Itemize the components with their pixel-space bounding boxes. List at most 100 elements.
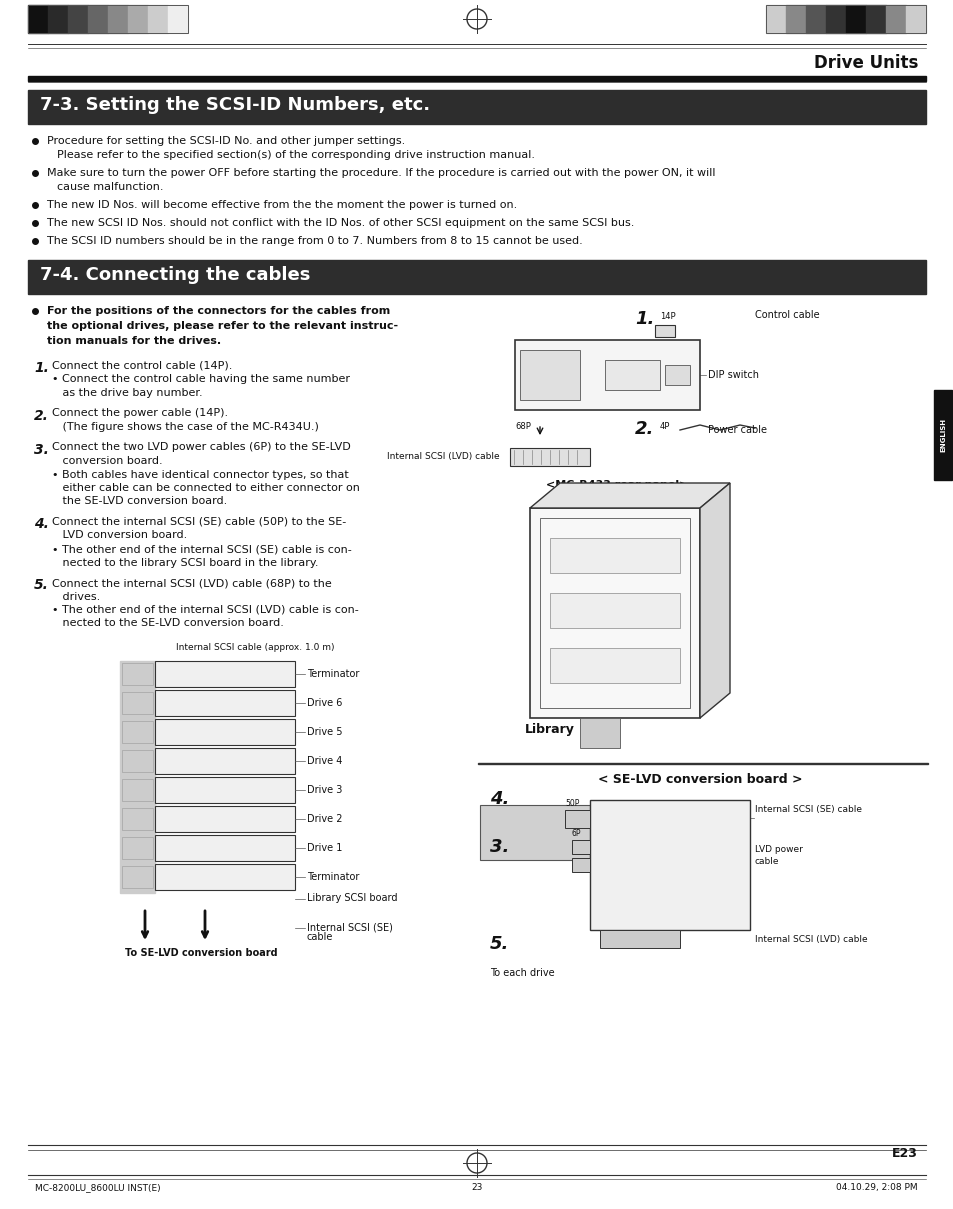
Bar xyxy=(539,517,689,708)
Text: 1.: 1. xyxy=(635,310,654,328)
Bar xyxy=(519,349,579,400)
Bar xyxy=(550,538,679,573)
Text: Drive 3: Drive 3 xyxy=(307,785,342,796)
Bar xyxy=(885,5,905,33)
Text: For the positions of the connectors for the cables from: For the positions of the connectors for … xyxy=(47,306,390,316)
Text: < SE-LVD conversion board >: < SE-LVD conversion board > xyxy=(598,773,801,786)
Bar xyxy=(664,365,689,384)
Text: Control cable: Control cable xyxy=(754,310,819,320)
Bar xyxy=(122,750,152,773)
Text: Internal SCSI cable (approx. 1.0 m): Internal SCSI cable (approx. 1.0 m) xyxy=(175,643,334,652)
Bar xyxy=(88,5,108,33)
Text: The new SCSI ID Nos. should not conflict with the ID Nos. of other SCSI equipmen: The new SCSI ID Nos. should not conflict… xyxy=(47,218,634,229)
Text: Internal SCSI (SE) cable: Internal SCSI (SE) cable xyxy=(754,805,862,814)
Bar xyxy=(122,837,152,860)
Text: To SE-LVD conversion board: To SE-LVD conversion board xyxy=(125,948,277,958)
Bar xyxy=(48,5,68,33)
Text: Internal SCSI (LVD) cable: Internal SCSI (LVD) cable xyxy=(387,452,499,462)
Bar xyxy=(515,340,700,410)
Text: 7-4. Connecting the cables: 7-4. Connecting the cables xyxy=(40,266,310,284)
Text: Connect the internal SCSI (LVD) cable (68P) to the: Connect the internal SCSI (LVD) cable (6… xyxy=(52,578,332,588)
Bar xyxy=(154,806,294,832)
Bar xyxy=(28,5,48,33)
Bar xyxy=(122,663,152,686)
Bar xyxy=(572,858,589,872)
Text: the optional drives, please refer to the relevant instruc-: the optional drives, please refer to the… xyxy=(47,322,397,331)
Text: 50P: 50P xyxy=(564,799,578,808)
Text: conversion board.: conversion board. xyxy=(52,456,162,465)
Bar xyxy=(154,864,294,890)
Bar xyxy=(122,692,152,715)
Bar xyxy=(68,5,88,33)
Bar xyxy=(805,5,825,33)
Text: Library: Library xyxy=(524,723,575,736)
Text: nected to the SE-LVD conversion board.: nected to the SE-LVD conversion board. xyxy=(52,619,284,629)
Text: Drive Units: Drive Units xyxy=(813,54,917,73)
Text: (The figure shows the case of the MC-R434U.): (The figure shows the case of the MC-R43… xyxy=(52,422,318,432)
Text: 4P: 4P xyxy=(659,422,670,430)
Text: Internal SCSI (SE): Internal SCSI (SE) xyxy=(307,922,393,932)
Text: Library SCSI board: Library SCSI board xyxy=(307,893,397,903)
Bar xyxy=(154,690,294,716)
Text: Connect the two LVD power cables (6P) to the SE-LVD: Connect the two LVD power cables (6P) to… xyxy=(52,442,351,452)
Text: DIP switch: DIP switch xyxy=(707,370,759,380)
Text: 2.: 2. xyxy=(34,409,49,422)
Text: MC-8200LU_8600LU INST(E): MC-8200LU_8600LU INST(E) xyxy=(35,1182,160,1192)
Bar xyxy=(479,805,589,860)
Bar xyxy=(825,5,845,33)
Bar xyxy=(120,661,154,893)
Bar xyxy=(564,810,589,828)
Bar xyxy=(154,661,294,687)
Bar xyxy=(510,449,589,465)
Bar xyxy=(550,592,679,627)
Text: 6P: 6P xyxy=(572,848,581,856)
Bar xyxy=(108,5,128,33)
Text: 14P: 14P xyxy=(659,312,675,322)
Text: cable: cable xyxy=(307,932,333,942)
Text: ENGLISH: ENGLISH xyxy=(939,418,945,452)
Text: Drive 6: Drive 6 xyxy=(307,698,342,708)
Bar xyxy=(148,5,168,33)
Bar xyxy=(765,5,785,33)
Text: • The other end of the internal SCSI (LVD) cable is con-: • The other end of the internal SCSI (LV… xyxy=(52,604,358,615)
Text: <MC-R433 rear panel>: <MC-R433 rear panel> xyxy=(546,480,688,490)
Text: 6P: 6P xyxy=(572,829,581,838)
Text: cable: cable xyxy=(754,857,779,866)
Polygon shape xyxy=(700,484,729,718)
Bar xyxy=(589,800,749,930)
Text: Connect the control cable (14P).: Connect the control cable (14P). xyxy=(52,361,233,371)
Text: 23: 23 xyxy=(471,1182,482,1192)
Bar xyxy=(604,360,659,391)
Bar xyxy=(655,325,675,337)
Text: 68P: 68P xyxy=(515,422,530,430)
Bar xyxy=(865,5,885,33)
Text: Terminator: Terminator xyxy=(307,872,359,883)
Bar xyxy=(154,777,294,803)
Text: 1.: 1. xyxy=(34,361,49,375)
Bar xyxy=(122,721,152,744)
Text: To each drive: To each drive xyxy=(490,968,554,978)
Text: as the drive bay number.: as the drive bay number. xyxy=(52,388,202,398)
Text: The SCSI ID numbers should be in the range from 0 to 7. Numbers from 8 to 15 can: The SCSI ID numbers should be in the ran… xyxy=(47,236,582,245)
Bar xyxy=(122,808,152,831)
Text: Terminator: Terminator xyxy=(307,669,359,679)
Text: Procedure for setting the SCSI-ID No. and other jumper settings.: Procedure for setting the SCSI-ID No. an… xyxy=(47,135,405,146)
Text: 5.: 5. xyxy=(490,935,509,953)
Text: Please refer to the specified section(s) of the corresponding drive instruction : Please refer to the specified section(s)… xyxy=(57,150,535,160)
Text: The new ID Nos. will become effective from the the moment the power is turned on: The new ID Nos. will become effective fr… xyxy=(47,199,517,210)
Bar xyxy=(122,779,152,802)
Bar xyxy=(28,260,925,294)
Bar xyxy=(154,835,294,861)
Text: Internal SCSI (LVD) cable: Internal SCSI (LVD) cable xyxy=(754,935,866,944)
Text: nected to the library SCSI board in the library.: nected to the library SCSI board in the … xyxy=(52,557,318,567)
Text: Drive 2: Drive 2 xyxy=(307,814,342,825)
Bar xyxy=(905,5,925,33)
Bar xyxy=(128,5,148,33)
Text: 4.: 4. xyxy=(34,517,49,531)
Text: 3.: 3. xyxy=(490,838,509,856)
Bar xyxy=(933,391,951,480)
Text: drives.: drives. xyxy=(52,591,100,602)
Text: LVD conversion board.: LVD conversion board. xyxy=(52,531,187,540)
Bar xyxy=(599,930,679,948)
Text: • The other end of the internal SCSI (SE) cable is con-: • The other end of the internal SCSI (SE… xyxy=(52,544,352,554)
